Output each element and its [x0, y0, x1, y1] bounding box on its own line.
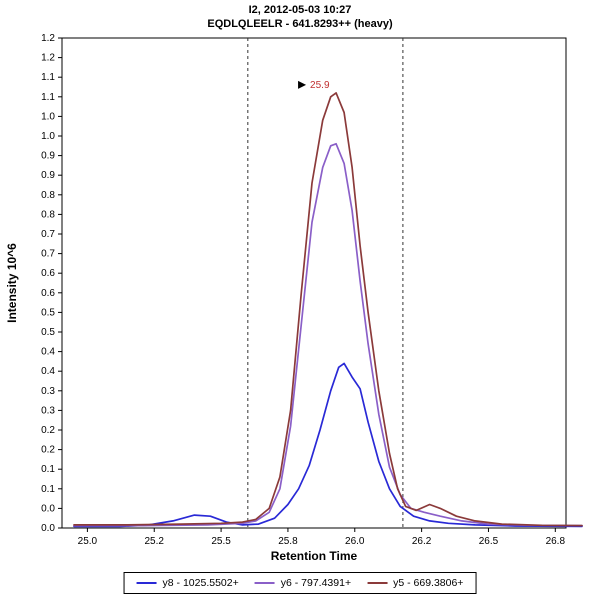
y-axis-title: Intensity 10^6 [5, 243, 19, 323]
y-tick-label: 0.0 [41, 503, 55, 514]
y-tick-label: 1.1 [41, 72, 55, 83]
series-line-y6 [73, 142, 583, 527]
y-tick-label: 0.3 [41, 386, 55, 397]
chart-title: I2, 2012-05-03 10:27 [248, 4, 352, 16]
legend-label: y8 - 1025.5502+ [162, 577, 239, 589]
y-tick-label: 0.9 [41, 170, 55, 181]
peak-rt-annotation: 25.9 [310, 80, 330, 91]
y-tick-label: 0.6 [41, 288, 55, 299]
y-tick-label: 0.4 [41, 347, 55, 358]
legend-label: y6 - 797.4391+ [280, 577, 352, 589]
x-tick-label: 25.2 [145, 536, 165, 547]
series-line-y5 [73, 92, 583, 527]
legend-item-y6: y6 - 797.4391+ [254, 577, 352, 589]
legend-label: y5 - 669.3806+ [393, 577, 464, 589]
x-tick-label: 26.2 [412, 536, 432, 547]
y-tick-label: 0.0 [41, 523, 55, 534]
legend-line-swatch [254, 582, 275, 584]
y-tick-label: 1.2 [41, 53, 55, 64]
x-tick-label: 25.5 [211, 536, 231, 547]
chart-header: I2, 2012-05-03 10:27 EQDLQLEELR - 641.82… [0, 3, 600, 31]
x-tick-label: 26.8 [546, 536, 566, 547]
y-tick-label: 0.8 [41, 209, 55, 220]
legend: y8 - 1025.5502+ y6 - 797.4391+ y5 - 669.38… [123, 572, 477, 594]
y-tick-label: 0.1 [41, 464, 55, 475]
peak-pointer-icon [298, 80, 307, 89]
chromatogram-plot[interactable]: 1.2 1.2 1.1 1.1 1.0 1.0 0.9 0.9 0.8 0.8 0.7 0.7 0.6 0… [0, 30, 600, 570]
y-tick-label: 0.6 [41, 268, 55, 279]
y-tick-label: 0.2 [41, 445, 55, 456]
y-tick-label: 0.1 [41, 484, 55, 495]
y-tick-label: 1.0 [41, 111, 55, 122]
plot-border [61, 37, 567, 529]
x-tick-label: 25.0 [78, 536, 98, 547]
y-tick-label: 0.7 [41, 229, 55, 240]
y-tick-label: 0.9 [41, 151, 55, 162]
legend-item-y8: y8 - 1025.5502+ [136, 577, 239, 589]
y-tick-label: 0.2 [41, 425, 55, 436]
x-axis-title: Retention Time [271, 549, 358, 563]
y-tick-label: 1.2 [41, 33, 55, 44]
series-line-y8 [73, 362, 583, 528]
x-tick-label: 26.5 [479, 536, 499, 547]
y-tick-label: 1.1 [41, 92, 55, 103]
chart-subtitle: EQDLQLEELR - 641.8293++ (heavy) [207, 18, 393, 30]
x-tick-label: 25.8 [278, 536, 298, 547]
x-tick-label: 26.0 [345, 536, 365, 547]
y-tick-label: 0.8 [41, 190, 55, 201]
y-tick-label: 0.4 [41, 366, 55, 377]
y-tick-label: 0.5 [41, 307, 55, 318]
legend-item-y5: y5 - 669.3806+ [367, 577, 463, 589]
y-tick-label: 0.7 [41, 249, 55, 260]
y-tick-label: 1.0 [41, 131, 55, 142]
y-tick-label: 0.3 [41, 405, 55, 416]
legend-line-swatch [367, 582, 388, 584]
y-tick-label: 0.5 [41, 327, 55, 338]
legend-line-swatch [136, 582, 157, 584]
